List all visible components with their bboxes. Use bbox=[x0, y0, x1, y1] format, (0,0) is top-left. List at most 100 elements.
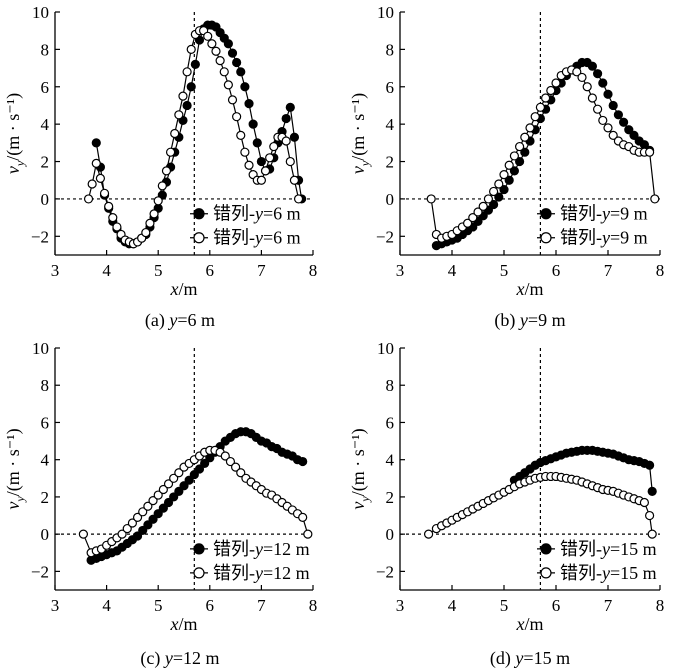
data-point-hollow bbox=[215, 55, 225, 66]
data-point-hollow bbox=[535, 102, 546, 112]
data-point-hollow bbox=[546, 85, 556, 96]
data-point-hollow bbox=[161, 166, 172, 176]
y-tick-label: 0 bbox=[41, 190, 50, 209]
data-point-filled bbox=[184, 475, 194, 485]
data-point-hollow bbox=[141, 227, 151, 238]
x-tick-label: 5 bbox=[500, 596, 509, 615]
data-point-hollow bbox=[127, 518, 137, 528]
legend-label: 错列-y=15 m bbox=[560, 539, 657, 559]
data-point-hollow bbox=[260, 166, 271, 176]
y-tick-label: 10 bbox=[377, 3, 394, 22]
y-tick-label: 10 bbox=[32, 3, 49, 22]
y-tick-label: 2 bbox=[386, 153, 395, 172]
panel-caption: (c) y=12 m bbox=[140, 648, 219, 669]
data-point-hollow bbox=[203, 31, 213, 41]
data-point-hollow bbox=[174, 110, 184, 120]
data-point-filled bbox=[504, 175, 514, 185]
data-point-hollow bbox=[285, 156, 295, 167]
data-point-filled bbox=[598, 78, 608, 88]
data-point-hollow bbox=[149, 209, 159, 219]
data-point-filled bbox=[189, 469, 199, 480]
data-point-hollow bbox=[236, 468, 246, 478]
data-point-filled bbox=[603, 89, 613, 99]
data-point-filled bbox=[514, 156, 525, 167]
data-point-filled bbox=[252, 138, 262, 148]
data-point-filled bbox=[248, 119, 258, 129]
x-tick-label: 8 bbox=[656, 261, 665, 280]
y-tick-label: 6 bbox=[41, 78, 50, 97]
panel-caption: (b) y=9 m bbox=[494, 310, 565, 331]
data-point-filled bbox=[232, 57, 242, 68]
data-point-hollow bbox=[91, 158, 101, 169]
data-point-filled bbox=[169, 492, 179, 502]
data-point-hollow bbox=[525, 123, 535, 133]
data-point-filled bbox=[592, 69, 603, 79]
data-point-hollow bbox=[426, 194, 436, 204]
data-point-hollow bbox=[592, 104, 603, 114]
data-point-filled bbox=[143, 520, 153, 530]
x-tick-label: 6 bbox=[552, 596, 561, 615]
data-point-hollow bbox=[83, 194, 94, 204]
data-point-hollow bbox=[227, 95, 238, 105]
y-tick-label: 0 bbox=[386, 190, 395, 209]
y-tick-label: 4 bbox=[386, 115, 395, 134]
data-point-hollow bbox=[499, 170, 509, 180]
panel-caption: (a) y=6 m bbox=[145, 310, 215, 331]
data-point-filled bbox=[520, 147, 530, 157]
y-tick-label: 2 bbox=[41, 488, 50, 507]
x-axis-label: x/m bbox=[515, 614, 543, 634]
x-tick-label: 4 bbox=[102, 261, 111, 280]
legend-marker-filled bbox=[193, 208, 205, 220]
y-tick-label: 6 bbox=[386, 413, 395, 432]
data-point-hollow bbox=[265, 153, 275, 163]
data-point-filled bbox=[179, 481, 189, 491]
x-tick-label: 6 bbox=[206, 261, 215, 280]
legend-label: 错列-y=9 m bbox=[560, 204, 648, 224]
data-point-hollow bbox=[95, 173, 106, 183]
y-axis-label: vy/(m · s⁻¹) bbox=[3, 428, 27, 509]
x-tick-label: 7 bbox=[257, 261, 266, 280]
y-tick-label: 6 bbox=[386, 78, 395, 97]
data-point-filled bbox=[608, 100, 618, 111]
data-point-hollow bbox=[244, 160, 254, 170]
data-point-hollow bbox=[298, 512, 308, 523]
data-point-filled bbox=[163, 497, 174, 508]
chart-panel-1: −2 0 2 4 6 8 10 3 4 5 6 7 8 x/m vy/(m · s⁻¹) 错列-y=6 m 错列… bbox=[3, 3, 317, 331]
x-tick-label: 5 bbox=[154, 261, 163, 280]
y-tick-label: 8 bbox=[41, 40, 50, 59]
data-point-hollow bbox=[514, 141, 525, 152]
legend-label: 错列-y=6 m bbox=[213, 204, 301, 224]
data-point-hollow bbox=[122, 523, 132, 534]
data-point-hollow bbox=[551, 78, 561, 88]
x-tick-label: 8 bbox=[309, 596, 318, 615]
y-axis-label: vy/(m · s⁻¹) bbox=[348, 428, 372, 509]
legend-label: 错列-y=15 m bbox=[560, 563, 657, 583]
data-point-hollow bbox=[572, 67, 582, 77]
data-point-hollow bbox=[463, 218, 473, 228]
data-point-hollow bbox=[478, 201, 488, 211]
data-point-hollow bbox=[207, 39, 217, 49]
x-tick-label: 3 bbox=[396, 261, 405, 280]
data-point-filled bbox=[285, 102, 295, 112]
data-point-filled bbox=[153, 509, 163, 519]
y-axis-label: vy/(m · s⁻¹) bbox=[3, 93, 27, 174]
data-point-hollow bbox=[468, 213, 478, 223]
data-point-hollow bbox=[650, 194, 660, 204]
data-point-filled bbox=[624, 125, 634, 135]
data-point-hollow bbox=[236, 130, 246, 140]
data-point-hollow bbox=[174, 468, 184, 478]
data-point-hollow bbox=[132, 512, 143, 523]
data-point-filled bbox=[236, 67, 246, 77]
data-point-hollow bbox=[231, 462, 241, 472]
y-tick-label: 2 bbox=[386, 488, 395, 507]
x-tick-label: 4 bbox=[102, 596, 111, 615]
data-point-hollow bbox=[163, 479, 174, 489]
y-tick-label: 0 bbox=[41, 525, 50, 544]
y-tick-label: 2 bbox=[41, 153, 50, 172]
legend-marker-filled bbox=[540, 543, 552, 555]
x-tick-label: 6 bbox=[206, 596, 215, 615]
chart-panel-2: −2 0 2 4 6 8 10 3 4 5 6 7 8 x/m vy/(m · s⁻¹) 错列-y=9 m 错列… bbox=[348, 3, 664, 331]
data-point-hollow bbox=[289, 175, 300, 185]
data-point-hollow bbox=[108, 213, 118, 223]
data-point-hollow bbox=[577, 72, 587, 83]
